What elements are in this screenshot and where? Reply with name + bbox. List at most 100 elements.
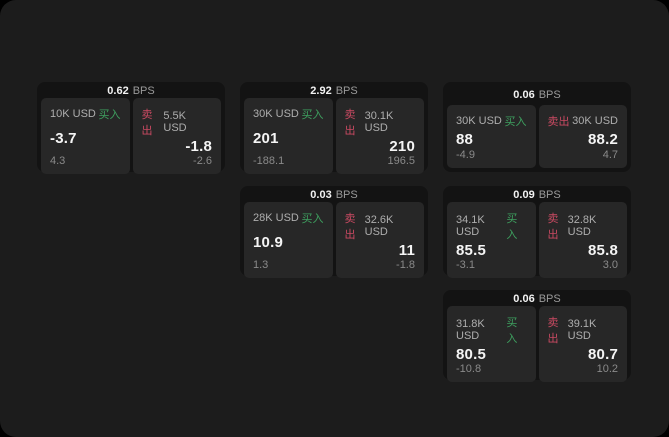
sell-panel-header: 卖出 32.6K USD (345, 210, 416, 242)
buy-panel-header: 30K USD 买入 (253, 106, 324, 122)
bps-header: 0.09 BPS (443, 186, 631, 201)
quote-card: 0.06 BPS 30K USD 买入 88 -4.9 卖出 30K USD 8… (443, 82, 631, 172)
sell-panel-header: 卖出 5.5K USD (142, 106, 213, 138)
buy-delta: 4.3 (50, 155, 66, 167)
sell-quote-panel[interactable]: 卖出 30K USD 88.2 4.7 (538, 105, 627, 168)
buy-panel-header: 31.8K USD 买入 (456, 314, 527, 346)
sell-notional: 30.1K USD (364, 110, 394, 134)
buy-delta: -4.9 (456, 149, 475, 161)
bps-value: 0.09 (513, 189, 535, 201)
buy-side-label: 买入 (506, 213, 518, 241)
sell-price: 88.2 (588, 130, 618, 148)
sell-panel-header: 卖出 39.1K USD (548, 314, 619, 346)
quote-card-body: 30K USD 买入 88 -4.9 卖出 30K USD 88.2 4.7 (447, 105, 627, 168)
sell-price: 210 (389, 138, 415, 155)
buy-panel-header: 28K USD 买入 (253, 210, 324, 226)
buy-price: 201 (253, 130, 279, 147)
buy-side-label: 买入 (301, 213, 324, 225)
buy-quote-panel[interactable]: 30K USD 买入 88 -4.9 (447, 105, 536, 168)
buy-panel-header: 30K USD 买入 (456, 113, 527, 129)
sell-quote-panel[interactable]: 卖出 32.6K USD 11 -1.8 (335, 202, 424, 278)
sell-notional: 32.6K USD (364, 214, 394, 238)
buy-delta: -188.1 (253, 155, 285, 167)
bps-value: 0.06 (513, 88, 535, 101)
sell-delta: -2.6 (193, 155, 212, 167)
buy-notional: 30K USD (253, 108, 299, 120)
sell-notional: 32.8K USD (567, 214, 597, 238)
bps-unit-label: BPS (335, 189, 358, 201)
bps-header: 0.03 BPS (240, 186, 428, 201)
sell-delta: 3.0 (602, 259, 618, 271)
sell-quote-panel[interactable]: 卖出 39.1K USD 80.7 10.2 (538, 306, 627, 382)
buy-side-label: 买入 (504, 116, 527, 128)
sell-price: 11 (398, 242, 415, 259)
buy-price: -3.7 (50, 130, 77, 147)
sell-side-label: 卖出 (547, 116, 570, 128)
buy-quote-panel[interactable]: 28K USD 买入 10.9 1.3 (244, 202, 333, 278)
buy-delta: -3.1 (456, 259, 475, 271)
quote-card-body: 10K USD 买入 -3.7 4.3 卖出 5.5K USD -1.8 -2.… (41, 98, 221, 174)
quote-card-body: 31.8K USD 买入 80.5 -10.8 卖出 39.1K USD 80.… (447, 306, 627, 382)
bps-header: 0.06 BPS (443, 290, 631, 305)
sell-delta: 4.7 (602, 149, 618, 161)
buy-quote-panel[interactable]: 30K USD 买入 201 -188.1 (244, 98, 333, 174)
bps-value: 0.62 (107, 85, 129, 97)
bps-value: 2.92 (310, 85, 332, 97)
sell-quote-panel[interactable]: 卖出 5.5K USD -1.8 -2.6 (132, 98, 221, 174)
sell-notional: 5.5K USD (163, 110, 187, 134)
buy-delta: 1.3 (253, 259, 269, 271)
quote-card: 0.03 BPS 28K USD 买入 10.9 1.3 卖出 32.6K US… (240, 186, 428, 278)
sell-notional: 30K USD (572, 115, 618, 127)
sell-side-label: 卖出 (344, 213, 356, 241)
quote-card-body: 28K USD 买入 10.9 1.3 卖出 32.6K USD 11 -1.8 (244, 202, 424, 278)
bps-unit-label: BPS (538, 189, 561, 201)
buy-notional: 30K USD (456, 115, 502, 127)
buy-panel-header: 34.1K USD 买入 (456, 210, 527, 242)
sell-delta: 10.2 (596, 363, 618, 375)
sell-delta: 196.5 (387, 155, 415, 167)
sell-panel-header: 卖出 30.1K USD (345, 106, 416, 138)
quote-card: 2.92 BPS 30K USD 买入 201 -188.1 卖出 30.1K … (240, 82, 428, 174)
buy-notional: 31.8K USD (456, 318, 485, 342)
sell-price: 85.8 (588, 242, 618, 259)
sell-panel-header: 卖出 32.8K USD (548, 210, 619, 242)
quote-grid: 0.62 BPS 10K USD 买入 -3.7 4.3 卖出 5.5K USD… (37, 82, 631, 382)
sell-side-label: 卖出 (547, 213, 559, 241)
buy-side-label: 买入 (98, 109, 121, 121)
buy-notional: 34.1K USD (456, 214, 485, 238)
sell-delta: -1.8 (396, 259, 415, 271)
quote-card: 0.09 BPS 34.1K USD 买入 85.5 -3.1 卖出 32.8K… (443, 186, 631, 278)
buy-price: 85.5 (456, 242, 486, 259)
buy-quote-panel[interactable]: 31.8K USD 买入 80.5 -10.8 (447, 306, 536, 382)
sell-quote-panel[interactable]: 卖出 32.8K USD 85.8 3.0 (538, 202, 627, 278)
bps-unit-label: BPS (132, 85, 155, 97)
buy-side-label: 买入 (301, 109, 324, 121)
quote-card: 0.62 BPS 10K USD 买入 -3.7 4.3 卖出 5.5K USD… (37, 82, 225, 174)
buy-notional: 28K USD (253, 212, 299, 224)
buy-quote-panel[interactable]: 34.1K USD 买入 85.5 -3.1 (447, 202, 536, 278)
bps-header: 0.06 BPS (443, 82, 631, 104)
bps-unit-label: BPS (538, 293, 561, 305)
sell-quote-panel[interactable]: 卖出 30.1K USD 210 196.5 (335, 98, 424, 174)
buy-price: 10.9 (253, 234, 283, 251)
sell-panel-header: 卖出 30K USD (548, 113, 619, 129)
buy-notional: 10K USD (50, 108, 96, 120)
quote-card-body: 34.1K USD 买入 85.5 -3.1 卖出 32.8K USD 85.8… (447, 202, 627, 278)
buy-price: 80.5 (456, 346, 486, 363)
bps-unit-label: BPS (538, 88, 561, 101)
sell-price: -1.8 (185, 138, 212, 155)
bps-value: 0.06 (513, 293, 535, 305)
quote-card-body: 30K USD 买入 201 -188.1 卖出 30.1K USD 210 1… (244, 98, 424, 174)
buy-side-label: 买入 (506, 317, 518, 345)
bps-header: 0.62 BPS (37, 82, 225, 97)
sell-side-label: 卖出 (344, 109, 356, 137)
sell-side-label: 卖出 (547, 317, 559, 345)
bps-header: 2.92 BPS (240, 82, 428, 97)
bps-unit-label: BPS (335, 85, 358, 97)
buy-quote-panel[interactable]: 10K USD 买入 -3.7 4.3 (41, 98, 130, 174)
sell-price: 80.7 (588, 346, 618, 363)
sell-notional: 39.1K USD (567, 318, 597, 342)
sell-side-label: 卖出 (141, 109, 153, 137)
buy-delta: -10.8 (456, 363, 482, 375)
